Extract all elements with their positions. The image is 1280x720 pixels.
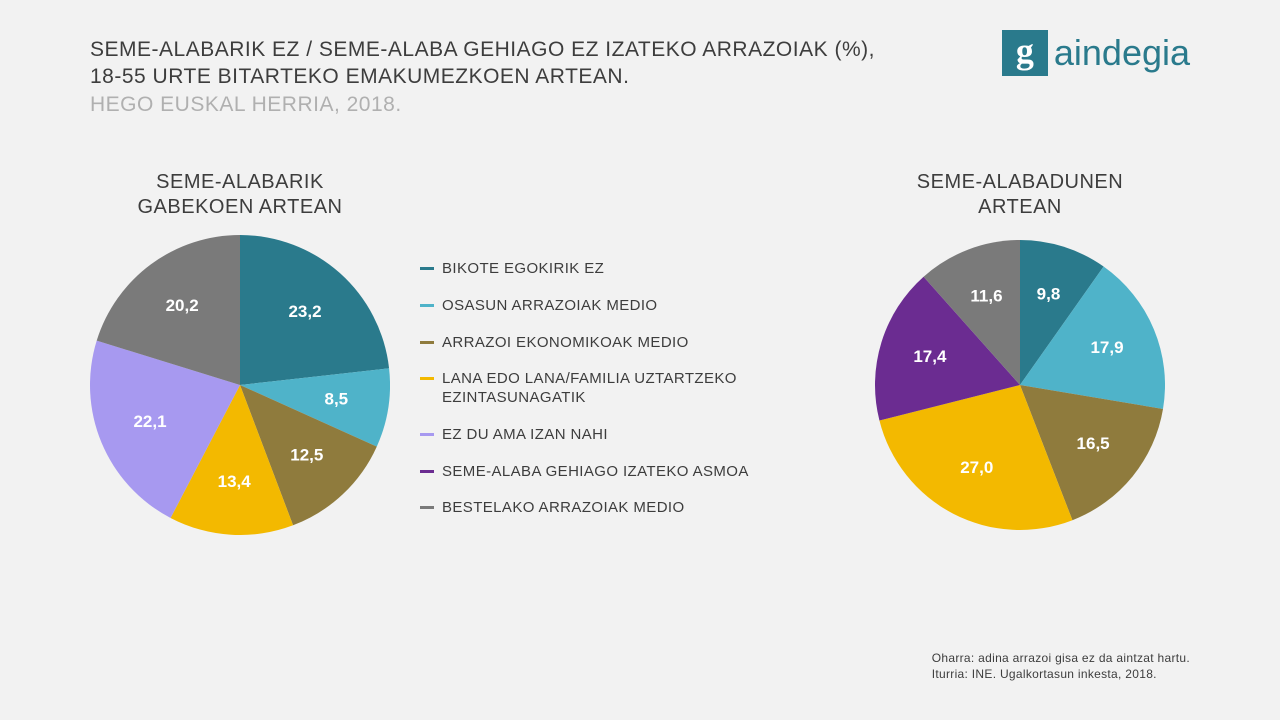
slice-label: 23,2 — [288, 302, 321, 321]
legend-swatch — [420, 341, 434, 344]
footnote-line-1: Oharra: adina arrazoi gisa ez da aintzat… — [932, 650, 1190, 666]
left-chart-title-1: SEME-ALABARIK — [90, 170, 390, 195]
legend-label: OSASUN ARRAZOIAK MEDIO — [442, 297, 658, 316]
legend-swatch — [420, 506, 434, 509]
right-chart-title-1: SEME-ALABADUNEN — [870, 170, 1170, 195]
footnote-line-2: Iturria: INE. Ugalkortasun inkesta, 2018… — [932, 666, 1190, 682]
slice-label: 13,4 — [218, 472, 252, 491]
legend-label: BIKOTE EGOKIRIK EZ — [442, 260, 604, 279]
legend-item: ARRAZOI EKONOMIKOAK MEDIO — [420, 334, 850, 353]
legend-label: ARRAZOI EKONOMIKOAK MEDIO — [442, 334, 689, 353]
legend-label: SEME-ALABA GEHIAGO IZATEKO ASMOA — [442, 463, 749, 482]
legend-swatch — [420, 267, 434, 270]
slice-label: 17,4 — [913, 347, 947, 366]
legend: BIKOTE EGOKIRIK EZ OSASUN ARRAZOIAK MEDIO… — [420, 260, 850, 536]
logo-text: aindegia — [1054, 32, 1190, 74]
left-chart-title-2: GABEKOEN ARTEAN — [90, 195, 390, 220]
legend-item: EZ DU AMA IZAN NAHI — [420, 426, 850, 445]
legend-item: BIKOTE EGOKIRIK EZ — [420, 260, 850, 279]
slice-label: 8,5 — [325, 390, 349, 409]
logo: g aindegia — [1002, 30, 1190, 76]
right-pie-chart: 9,8 17,9 16,5 27,0 17,4 11,6 — [870, 235, 1170, 535]
legend-swatch — [420, 470, 434, 473]
legend-item: BESTELAKO ARRAZOIAK MEDIO — [420, 499, 850, 518]
slice-label: 11,6 — [970, 286, 1002, 305]
logo-icon: g — [1002, 30, 1048, 76]
legend-swatch — [420, 377, 434, 380]
left-pie-chart: 23,2 8,5 12,5 13,4 22,1 20,2 — [90, 235, 390, 535]
footnote: Oharra: adina arrazoi gisa ez da aintzat… — [932, 650, 1190, 682]
slice-label: 9,8 — [1037, 285, 1061, 304]
slice-label: 20,2 — [166, 296, 199, 315]
slice-label: 22,1 — [133, 412, 166, 431]
legend-label: BESTELAKO ARRAZOIAK MEDIO — [442, 499, 685, 518]
legend-swatch — [420, 433, 434, 436]
legend-swatch — [420, 304, 434, 307]
legend-item: OSASUN ARRAZOIAK MEDIO — [420, 297, 850, 316]
slice-label: 17,9 — [1090, 338, 1123, 357]
slice-label: 12,5 — [290, 446, 323, 465]
slice-label: 16,5 — [1077, 434, 1110, 453]
subtitle: HEGO EUSKAL HERRIA, 2018. — [90, 93, 1190, 117]
right-chart-title: SEME-ALABADUNEN ARTEAN — [870, 170, 1170, 220]
legend-label: EZ DU AMA IZAN NAHI — [442, 426, 608, 445]
right-chart-title-2: ARTEAN — [870, 195, 1170, 220]
left-chart-title: SEME-ALABARIK GABEKOEN ARTEAN — [90, 170, 390, 220]
legend-label: LANA EDO LANA/FAMILIA UZTARTZEKO EZINTAS… — [442, 370, 850, 408]
slice-label: 27,0 — [960, 458, 993, 477]
legend-item: SEME-ALABA GEHIAGO IZATEKO ASMOA — [420, 463, 850, 482]
legend-item: LANA EDO LANA/FAMILIA UZTARTZEKO EZINTAS… — [420, 370, 850, 408]
